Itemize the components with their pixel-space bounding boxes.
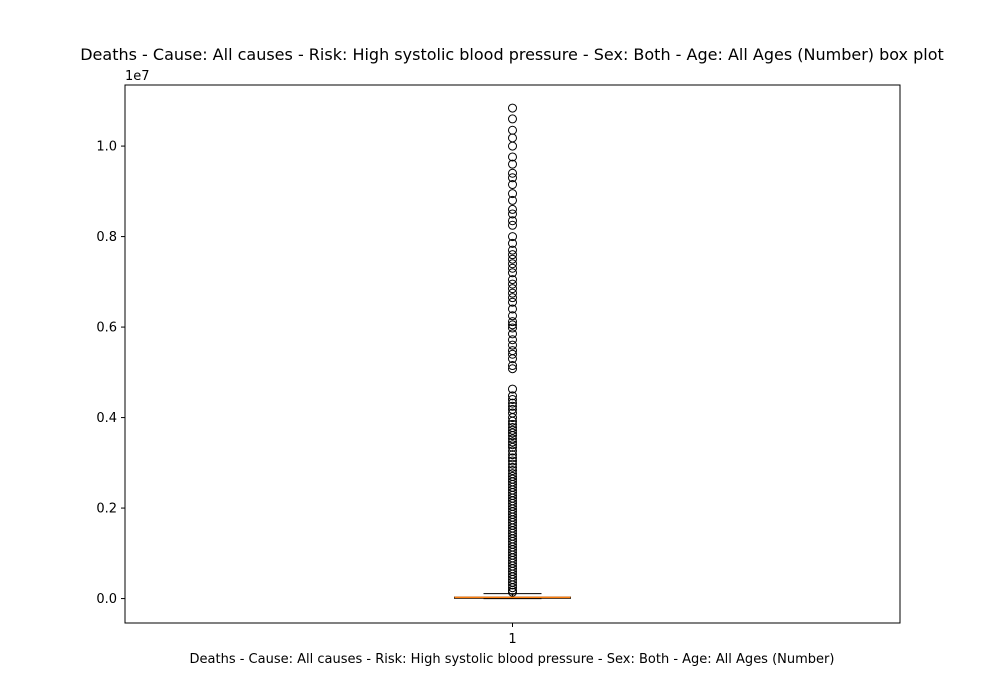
outlier-point: [508, 133, 517, 143]
outlier-point: [508, 335, 517, 345]
outlier-point: [508, 259, 517, 269]
outlier-point: [508, 304, 517, 314]
outlier-point: [508, 416, 517, 426]
outlier-point: [508, 431, 517, 441]
outlier-point: [508, 580, 517, 590]
outlier-point: [508, 220, 517, 230]
outlier-point: [508, 114, 517, 124]
outlier-point: [508, 437, 517, 447]
outlier-point: [508, 288, 517, 298]
outlier-point: [508, 583, 517, 593]
outlier-point: [508, 168, 517, 178]
outlier-point: [508, 263, 517, 273]
outlier-point: [508, 195, 517, 205]
outlier-point: [508, 391, 517, 401]
outlier-point: [508, 384, 517, 394]
outlier-point: [508, 297, 517, 307]
outlier-point: [508, 189, 517, 199]
outlier-point: [508, 462, 517, 472]
outlier-point: [508, 279, 517, 289]
outlier-point: [508, 159, 517, 169]
outlier-point: [508, 453, 517, 463]
y-tick-label: 1.0: [96, 140, 117, 155]
plot-area-frame: [124, 84, 901, 624]
outlier-point: [508, 440, 517, 450]
outlier-point: [508, 180, 517, 190]
y-tick-label: 0.4: [96, 411, 117, 426]
outlier-point: [508, 209, 517, 219]
outlier-point: [508, 446, 517, 456]
outlier-point: [508, 275, 517, 285]
outlier-point: [508, 361, 517, 371]
outlier-point: [508, 141, 517, 151]
outlier-point: [508, 311, 517, 321]
x-tick-label: 1: [508, 632, 516, 647]
outlier-point: [508, 425, 517, 435]
outlier-point: [508, 394, 517, 404]
outlier-point: [508, 466, 517, 476]
y-tick-label: 0.6: [96, 321, 117, 336]
outlier-point: [508, 293, 517, 303]
outlier-point: [508, 250, 517, 260]
outlier-point: [508, 317, 517, 327]
outlier-point: [508, 173, 517, 183]
outlier-point: [508, 329, 517, 339]
outlier-point: [508, 398, 517, 408]
outlier-point: [508, 459, 517, 469]
y-tick-label: 0.8: [96, 230, 117, 245]
outlier-point: [508, 216, 517, 226]
x-axis-label: Deaths - Cause: All causes - Risk: High …: [190, 652, 835, 667]
outlier-point: [508, 245, 517, 255]
outlier-point: [508, 413, 517, 423]
outlier-point: [508, 320, 517, 330]
chart-title: Deaths - Cause: All causes - Risk: High …: [80, 45, 944, 64]
outlier-point: [508, 254, 517, 264]
outlier-point: [508, 442, 517, 452]
y-axis-ticks: 0.0 0.2 0.4 0.6 0.8 1.0: [96, 140, 125, 607]
outlier-point: [508, 103, 517, 113]
outlier-point: [508, 238, 517, 248]
outlier-point: [508, 456, 517, 466]
outlier-point: [508, 204, 517, 214]
outlier-points: [508, 103, 517, 597]
y-tick-label: 0.2: [96, 502, 117, 517]
outlier-point: [508, 428, 517, 438]
outlier-point: [508, 450, 517, 460]
outlier-point: [508, 232, 517, 242]
outlier-point: [508, 354, 517, 364]
outlier-point: [508, 268, 517, 278]
outlier-point: [508, 419, 517, 429]
box-elements: [454, 593, 571, 600]
outlier-point: [508, 340, 517, 350]
outlier-point: [508, 125, 517, 135]
outlier-point: [508, 434, 517, 444]
outlier-point: [508, 284, 517, 294]
outlier-point: [508, 349, 517, 359]
outlier-point: [508, 323, 517, 333]
outlier-point: [508, 364, 517, 374]
x-axis-ticks: 1: [508, 623, 517, 647]
y-axis-offset-label: 1e7: [125, 69, 150, 84]
y-tick-label: 0.0: [96, 592, 117, 607]
outlier-point: [508, 401, 517, 411]
outlier-point: [508, 152, 517, 162]
